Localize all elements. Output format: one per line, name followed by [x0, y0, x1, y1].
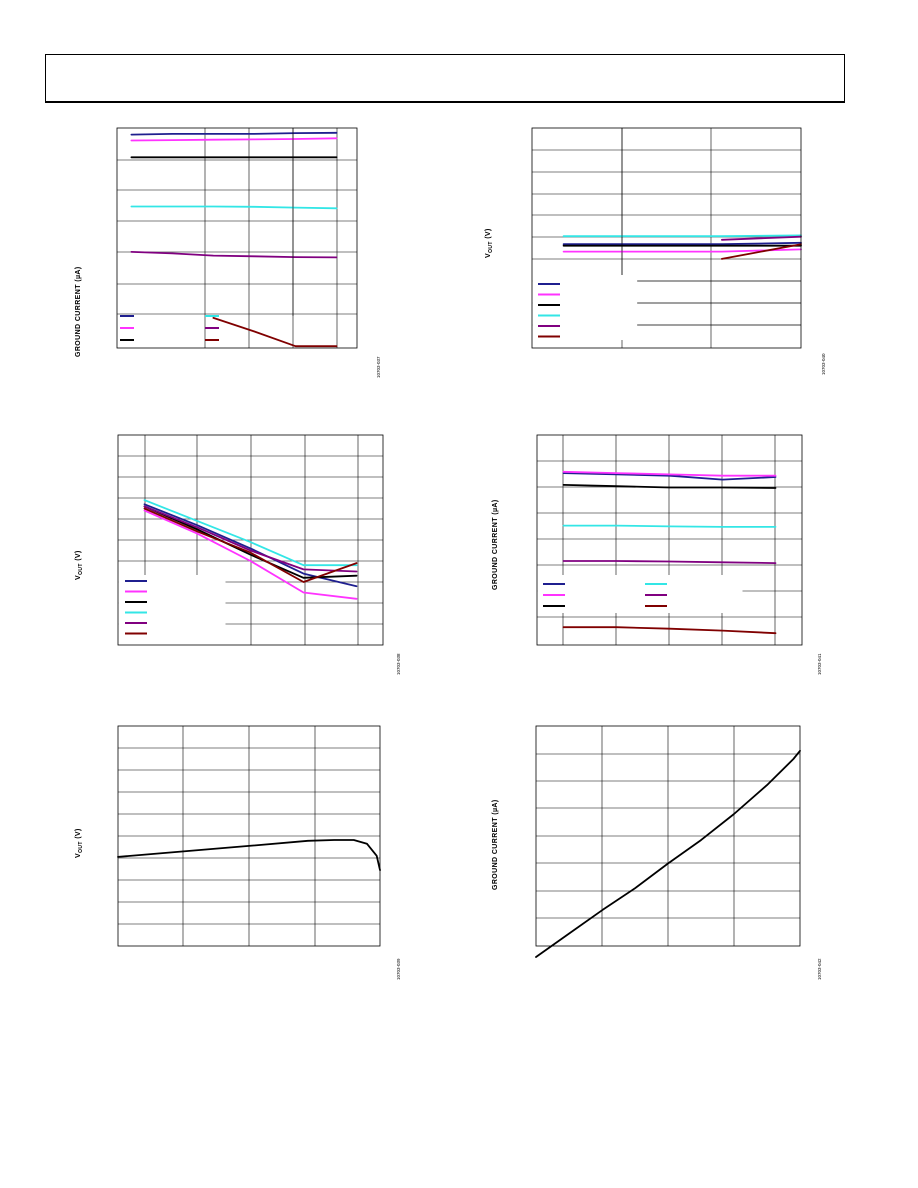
- plot-frame: [117, 725, 381, 947]
- series-line-4: [143, 505, 358, 573]
- y-axis-label: GROUND CURRENT (µA): [75, 266, 82, 357]
- y-label-unit: (V): [75, 828, 82, 841]
- y-label-main: V: [485, 253, 492, 258]
- series-line-4: [562, 560, 777, 564]
- series-line-4: [130, 251, 338, 259]
- chart-svg-2: VOUT (V) 10703-040: [485, 127, 826, 375]
- grid-lines: [118, 726, 380, 946]
- series-line-3: [130, 205, 338, 210]
- plot-frame: [535, 725, 801, 947]
- y-label-sub: OUT: [488, 241, 494, 253]
- y-label-sub: OUT: [78, 841, 84, 853]
- legend-background: [537, 575, 743, 613]
- y-label-unit: (V): [75, 550, 82, 563]
- chart-svg-4: GROUND CURRENT (µA) 10703-041: [492, 434, 822, 675]
- series-line-0: [562, 472, 777, 481]
- series-line-3: [562, 524, 777, 528]
- series-line-1: [562, 248, 802, 253]
- series-line-0: [535, 749, 801, 958]
- chart-vout-3: VOUT (V) 10703-039: [60, 718, 405, 983]
- chart-ground-current-2: GROUND CURRENT (µA) 10703-041: [480, 425, 830, 690]
- y-axis-label: GROUND CURRENT (µA): [492, 499, 499, 590]
- series-line-2: [143, 505, 358, 579]
- chart-svg-6: GROUND CURRENT (µA) 10703-042: [492, 725, 822, 980]
- y-axis-label: VOUT (V): [75, 550, 84, 580]
- figure-id: 10703-037: [376, 356, 381, 378]
- y-label-unit: (V): [485, 228, 492, 241]
- series-line-0: [130, 131, 338, 136]
- chart-vout-2: VOUT (V) 10703-038: [60, 425, 405, 690]
- grid-lines: [117, 128, 357, 348]
- series-line-3: [562, 234, 802, 238]
- series-line-0: [117, 839, 381, 871]
- chart-svg-5: VOUT (V) 10703-039: [75, 725, 401, 980]
- page-header-rule: [45, 101, 845, 103]
- series-line-1: [130, 137, 338, 142]
- series-line-5: [721, 243, 802, 260]
- figure-id: 10703-042: [817, 958, 822, 980]
- grid-lines: [536, 726, 800, 946]
- y-label-sub: OUT: [78, 563, 84, 575]
- series-line-0: [562, 241, 802, 246]
- series-line-5: [143, 507, 358, 583]
- y-axis-label: VOUT (V): [485, 228, 494, 258]
- figure-id: 10703-040: [821, 353, 826, 375]
- grid-lines: [537, 435, 802, 645]
- legend: [120, 315, 219, 341]
- plot-frame: [116, 127, 358, 349]
- y-axis-label: VOUT (V): [75, 828, 84, 858]
- chart-vout-1: VOUT (V) 10703-040: [470, 118, 835, 383]
- plot-frame: [531, 127, 802, 349]
- chart-ground-current-1: GROUND CURRENT (µA) 10703-037: [60, 118, 395, 383]
- series-line-4: [721, 235, 802, 241]
- legend: [125, 580, 147, 635]
- chart-svg-1: GROUND CURRENT (µA) 10703-037: [75, 127, 381, 378]
- chart-ground-current-3: GROUND CURRENT (µA) 10703-042: [480, 718, 830, 983]
- figure-id: 10703-041: [817, 653, 822, 675]
- series-line-3: [143, 499, 358, 567]
- series-line-1: [143, 509, 358, 600]
- y-label-main: V: [75, 575, 82, 580]
- figure-id: 10703-038: [396, 653, 401, 675]
- y-axis-label: GROUND CURRENT (µA): [492, 799, 499, 890]
- figure-id: 10703-039: [396, 958, 401, 980]
- series-line-1: [562, 470, 777, 477]
- legend: [543, 583, 667, 607]
- series-line-5: [212, 317, 338, 348]
- plot-frame: [536, 434, 803, 646]
- plot-frame: [117, 434, 384, 646]
- legend: [538, 283, 560, 338]
- series-line-5: [562, 626, 777, 635]
- chart-svg-3: VOUT (V) 10703-038: [75, 434, 401, 675]
- series-line-2: [562, 484, 777, 489]
- y-label-main: V: [75, 853, 82, 858]
- page-header-box: [45, 54, 845, 102]
